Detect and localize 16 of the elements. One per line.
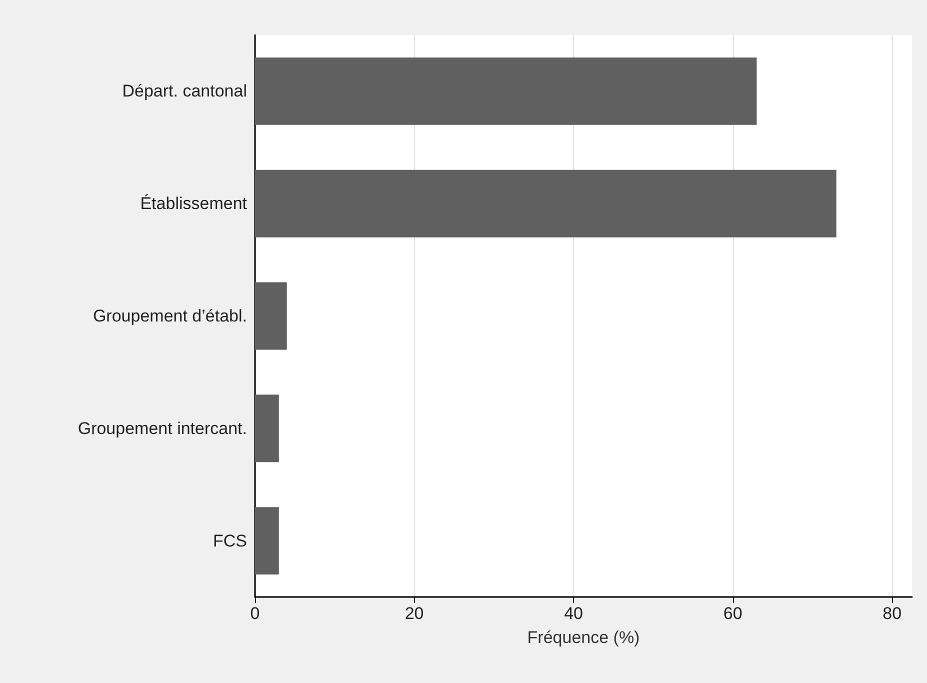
bar [255, 507, 279, 575]
x-tick-label: 40 [564, 604, 584, 623]
y-tick-label: Groupement intercant. [78, 418, 247, 438]
bar [255, 394, 279, 462]
bar [255, 170, 836, 238]
bar [255, 282, 287, 350]
x-tick-label: 0 [250, 604, 260, 623]
y-tick-label: FCS [213, 531, 247, 550]
y-tick-label: Groupement d’établ. [92, 306, 247, 326]
x-axis-title: Fréquence (%) [527, 628, 640, 647]
y-tick-label: Départ. cantonal [122, 82, 247, 101]
x-tick-label: 60 [723, 604, 742, 623]
x-tick-label: 80 [882, 604, 902, 623]
bar [255, 57, 757, 125]
y-tick-label: Établissement [140, 194, 248, 214]
x-tick-label: 20 [404, 604, 424, 623]
